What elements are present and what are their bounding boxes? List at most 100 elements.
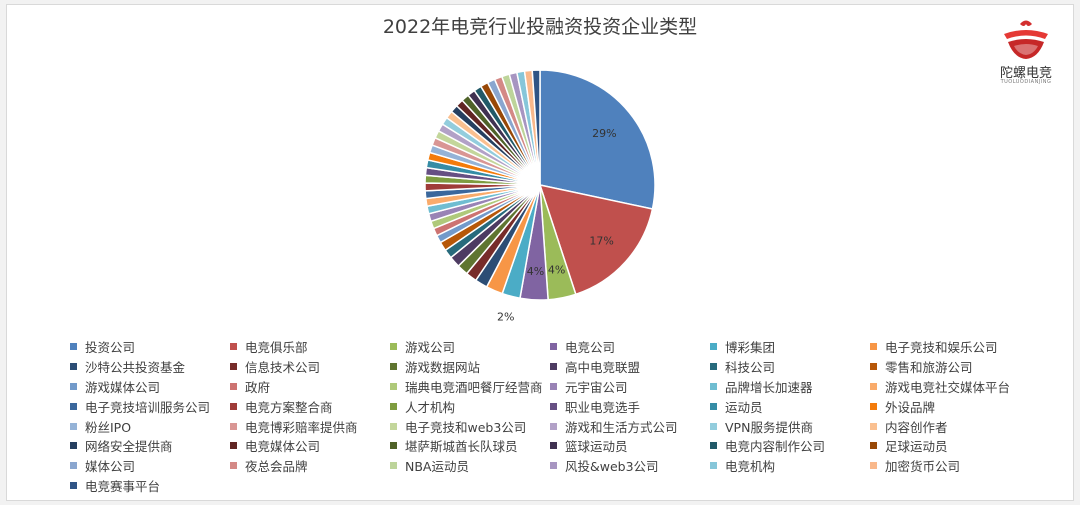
legend-swatch [550,442,557,450]
legend-swatch [870,382,877,390]
legend-item: 电竞俱乐部 [230,337,390,357]
legend-swatch [230,382,237,390]
gyroscope-bowl-icon [1004,20,1048,59]
chart-legend: 投资公司 电竞俱乐部 游戏公司 电竞公司 博彩集团 电子竞技和娱乐公司 沙特公共投资基金 信息… [70,337,1070,495]
legend-swatch [70,382,77,390]
legend-label: 媒体公司 [85,459,136,475]
legend-item: 电子竞技培训服务公司 [70,396,230,416]
legend-label: 职业电竞选手 [565,399,641,415]
data-label: 2% [497,310,514,323]
legend-item: 电竞机构 [710,456,870,476]
legend-label: 加密货币公司 [885,459,961,475]
legend-item: 游戏和生活方式公司 [550,416,710,436]
legend-swatch [870,442,877,450]
legend-item: 信息技术公司 [230,357,390,377]
legend-label: 足球运动员 [885,439,948,455]
legend-item: 沙特公共投资基金 [70,357,230,377]
logo-name: 陀螺电竞 [999,66,1052,81]
legend-swatch [870,343,877,351]
legend-item: 零售和旅游公司 [870,357,1030,377]
legend-item: 电竞博彩赔率提供商 [230,416,390,436]
legend-swatch [70,442,77,450]
legend-label: 电竞博彩赔率提供商 [245,419,358,435]
legend-item: 电竞内容制作公司 [710,436,870,456]
legend-item: 电竞公司 [550,337,710,357]
legend-swatch [550,422,557,430]
legend-item: 品牌增长加速器 [710,377,870,397]
legend-swatch [70,363,77,371]
legend-swatch [70,402,77,410]
data-label: 17% [589,234,613,247]
legend-item: 政府 [230,377,390,397]
legend-item: 科技公司 [710,357,870,377]
legend-label: 政府 [245,379,271,395]
legend-item: VPN服务提供商 [710,416,870,436]
pie-chart: 29% 17% 4% 4% 2% [424,69,656,323]
legend-label: NBA运动员 [405,459,469,475]
legend-swatch [710,382,717,390]
legend-item: 网络安全提供商 [70,436,230,456]
legend-swatch [70,422,77,430]
legend-label: 堪萨斯城酋长队球员 [405,439,518,455]
logo: 陀螺电竞 TUOLUODIANJING [990,18,1062,88]
legend-item: 外设品牌 [870,396,1030,416]
pie-slice [538,183,654,296]
legend-swatch [550,382,557,390]
legend-label: 高中电竞联盟 [565,360,641,376]
legend-label: 投资公司 [85,340,136,356]
legend-item: 游戏公司 [390,337,550,357]
data-label: 29% [592,127,616,140]
legend-label: 沙特公共投资基金 [85,360,186,376]
legend-label: 粉丝IPO [85,419,132,435]
legend-swatch [70,343,77,351]
legend-label: 信息技术公司 [245,360,321,376]
legend-swatch [390,442,397,450]
legend-label: VPN服务提供商 [725,419,813,435]
legend-item: 夜总会品牌 [230,456,390,476]
legend-label: 游戏公司 [405,340,456,356]
legend-label: 电竞内容制作公司 [725,439,826,455]
legend-label: 游戏数据网站 [405,360,481,376]
legend-item: 游戏媒体公司 [70,377,230,397]
legend-swatch [390,402,397,410]
legend-item: NBA运动员 [390,456,550,476]
legend-item: 高中电竞联盟 [550,357,710,377]
legend-swatch [710,363,717,371]
legend-label: 游戏和生活方式公司 [565,419,678,435]
data-label: 4% [548,264,565,277]
legend-swatch [390,382,397,390]
legend-label: 瑞典电竞酒吧餐厅经营商 [405,379,543,395]
legend-swatch [870,363,877,371]
legend-label: 电子竞技和web3公司 [405,419,527,435]
logo-subtitle: TUOLUODIANJING [1000,79,1052,85]
legend-swatch [710,462,717,470]
legend-item: 人才机构 [390,396,550,416]
legend-label: 电子竞技培训服务公司 [85,399,211,415]
legend-item: 粉丝IPO [70,416,230,436]
legend-label: 电竞方案整合商 [245,399,333,415]
legend-item: 职业电竞选手 [550,396,710,416]
legend-label: 电竞媒体公司 [245,439,321,455]
legend-item: 媒体公司 [70,456,230,476]
legend-swatch [710,402,717,410]
legend-swatch [230,343,237,351]
legend-item: 瑞典电竞酒吧餐厅经营商 [390,377,550,397]
legend-swatch [870,402,877,410]
legend-label: 品牌增长加速器 [725,379,813,395]
legend-swatch [710,343,717,351]
legend-item: 足球运动员 [870,436,1030,456]
legend-item: 堪萨斯城酋长队球员 [390,436,550,456]
legend-item: 游戏数据网站 [390,357,550,377]
legend-item: 投资公司 [70,337,230,357]
legend-label: 博彩集团 [725,340,776,356]
legend-item: 电竞赛事平台 [70,476,230,496]
legend-swatch [550,363,557,371]
legend-swatch [230,442,237,450]
legend-item: 博彩集团 [710,337,870,357]
legend-label: 外设品牌 [885,399,936,415]
legend-swatch [230,363,237,371]
legend-swatch [710,442,717,450]
legend-label: 运动员 [725,399,763,415]
legend-swatch [70,462,77,470]
legend-item: 篮球运动员 [550,436,710,456]
